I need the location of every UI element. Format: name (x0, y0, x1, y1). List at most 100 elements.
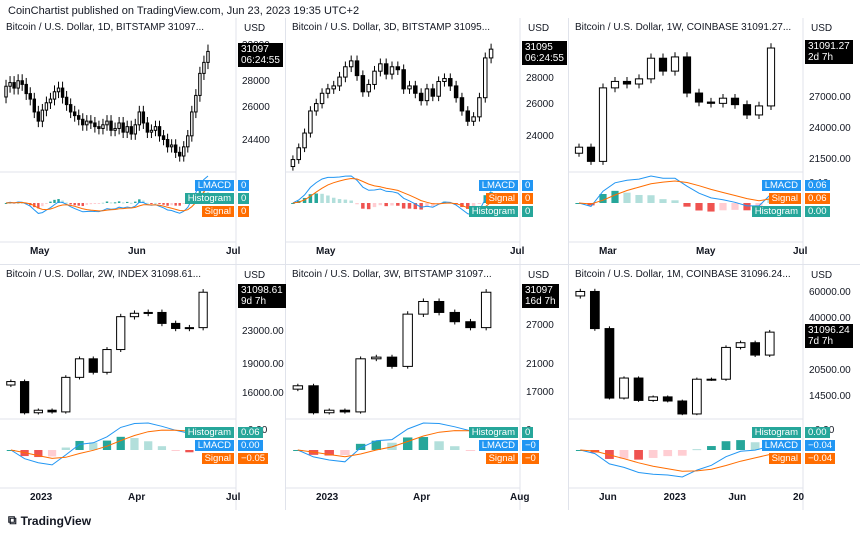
candle (389, 66, 395, 75)
candle (292, 385, 304, 390)
indicator-tag-value: 0.06 (805, 180, 830, 191)
indicator-tag-name: Signal (768, 193, 801, 204)
price-tick-label: 14500.00 (809, 391, 851, 402)
histogram-bar (291, 203, 295, 204)
candle (477, 97, 482, 118)
candle (622, 80, 632, 85)
candle (116, 316, 126, 351)
candle (186, 135, 190, 148)
histogram-bar (413, 203, 418, 210)
histogram-bar (171, 450, 180, 451)
candle (677, 400, 688, 415)
indicator-tag-name: Histogram (751, 427, 801, 438)
histogram-bar (89, 203, 93, 205)
candle (465, 321, 476, 329)
candle (129, 126, 133, 135)
histogram-bar (49, 201, 52, 203)
candle (633, 377, 644, 401)
indicator-tag-name: Signal (485, 453, 518, 464)
candle (198, 291, 208, 329)
candle (145, 122, 150, 133)
candle (16, 80, 20, 89)
candle (206, 50, 210, 63)
histogram-bar (390, 203, 394, 206)
price-axis-unit: USD (244, 23, 266, 34)
last-price-label: 31091.27 2d 7h (805, 40, 853, 65)
candle (691, 378, 702, 415)
chart-title: Bitcoin / U.S. Dollar, 1D, BITSTAMP 3109… (6, 22, 205, 33)
chart-panel[interactable]: Bitcoin / U.S. Dollar, 3W, BITSTAMP 3109… (286, 265, 568, 510)
histogram-bar (97, 203, 101, 204)
indicator-tag-name: Signal (485, 193, 518, 204)
candle (32, 98, 37, 113)
candle (93, 122, 97, 128)
time-tick-label: 2023 (316, 492, 339, 503)
indicator-tag-value: −0.05 (238, 453, 269, 464)
histogram-bar (648, 450, 658, 458)
histogram-bar (378, 203, 383, 206)
candle (77, 115, 81, 120)
candle (319, 92, 325, 105)
indicator-tag-name: Signal (201, 206, 234, 217)
candle (706, 101, 716, 104)
chart-panel[interactable]: Bitcoin / U.S. Dollar, 1D, BITSTAMP 3109… (0, 18, 285, 264)
tradingview-logo[interactable]: ⧉ TradingView (8, 513, 91, 528)
candle (575, 290, 586, 297)
time-tick-label: Jun (728, 492, 747, 503)
candle (194, 94, 198, 113)
histogram-bar (611, 190, 619, 203)
candle (74, 358, 85, 378)
histogram-bar (343, 199, 348, 203)
chart-panel[interactable]: Bitcoin / U.S. Dollar, 1M, COINBASE 3109… (569, 265, 860, 510)
histogram-bar (101, 202, 105, 204)
candle (401, 69, 406, 90)
last-price-label: 31096.24 7d 7h (805, 324, 853, 349)
histogram-bar (387, 442, 397, 450)
histogram-bar (465, 450, 476, 451)
histogram-bar (61, 447, 70, 450)
candle (157, 311, 167, 324)
chart-title: Bitcoin / U.S. Dollar, 3W, BITSTAMP 3109… (292, 269, 492, 280)
candle (413, 85, 418, 94)
histogram-bar (102, 440, 112, 450)
candle (598, 87, 608, 162)
lmacd-line (292, 175, 492, 216)
last-price-value: 31091.27 (808, 41, 850, 53)
candle (302, 132, 307, 149)
lmacd-line (10, 422, 204, 466)
price-axis-unit: USD (811, 23, 833, 34)
candle (89, 120, 93, 124)
price-tick-label: 26000 (242, 102, 270, 114)
candle (177, 151, 182, 157)
candle (730, 97, 740, 106)
time-tick-label: Mar (599, 246, 617, 257)
histogram-bar (142, 200, 145, 203)
histogram-bar (47, 450, 57, 457)
candle (354, 60, 360, 77)
indicator-tag-name: Signal (768, 453, 801, 464)
candle (324, 409, 335, 414)
histogram-bar (174, 203, 177, 206)
candle (721, 346, 731, 380)
price-tick-label: 60000.00 (809, 287, 851, 298)
histogram-bar (371, 440, 382, 450)
histogram-bar (466, 203, 470, 209)
candle (12, 82, 16, 89)
candle (102, 349, 112, 373)
candle (418, 300, 429, 315)
histogram-bar (340, 450, 350, 456)
tv-logo-icon: ⧉ (8, 513, 17, 527)
candle (339, 409, 351, 413)
chart-panel[interactable]: Bitcoin / U.S. Dollar, 3D, BITSTAMP 3109… (286, 18, 568, 264)
time-tick-label: Jul (226, 492, 241, 503)
histogram-bar (75, 440, 84, 450)
chart-panel[interactable]: Bitcoin / U.S. Dollar, 2W, INDEX 31098.6… (0, 265, 286, 510)
price-tick-label: 27000.00 (809, 92, 851, 103)
candle (395, 66, 401, 71)
price-axis-unit: USD (811, 270, 833, 281)
bar-countdown: 06:24:55 (525, 53, 564, 65)
histogram-bar (125, 201, 129, 203)
chart-panel[interactable]: Bitcoin / U.S. Dollar, 1W, COINBASE 3109… (569, 18, 860, 264)
candle (682, 56, 692, 94)
histogram-bar (372, 203, 377, 208)
